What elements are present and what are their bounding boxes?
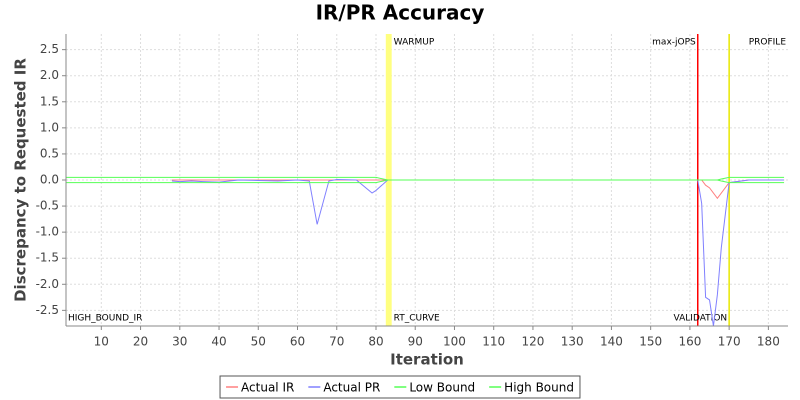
x-tick-label: 130 [561, 335, 584, 349]
x-tick-label: 20 [133, 335, 148, 349]
x-tick-label: 60 [290, 335, 305, 349]
x-axis-label: Iteration [390, 351, 464, 369]
legend-label: High Bound [504, 381, 574, 395]
x-tick-label: 10 [94, 335, 109, 349]
legend: Actual IR Actual PR Low Bound High Bound [219, 375, 581, 399]
marker-label: VALIDATION [674, 314, 728, 324]
y-tick-label: 0.0 [40, 173, 59, 187]
marker-label: HIGH_BOUND_IR [68, 314, 142, 324]
legend-label: Actual PR [323, 381, 380, 395]
y-tick-label: -2.5 [36, 303, 59, 317]
x-tick-label: 80 [368, 335, 383, 349]
legend-label: Low Bound [409, 381, 475, 395]
y-tick-label: 1.5 [40, 94, 59, 108]
marker-label: max-jOPS [652, 38, 696, 48]
x-tick-label: 90 [408, 335, 423, 349]
x-tick-label: 170 [718, 335, 741, 349]
x-tick-label: 120 [521, 335, 544, 349]
x-tick-label: 70 [329, 335, 344, 349]
y-tick-label: -0.5 [36, 199, 59, 213]
series-line [171, 178, 785, 327]
x-tick-label: 160 [678, 335, 701, 349]
y-tick-label: 2.5 [40, 42, 59, 56]
x-tick-label: 100 [443, 335, 466, 349]
y-tick-label: -1.0 [36, 225, 59, 239]
y-axis-label: Discrepancy to Requested IR [12, 58, 30, 302]
chart-title: IR/PR Accuracy [316, 1, 485, 25]
y-tick-label: -2.0 [36, 277, 59, 291]
x-tick-label: 110 [482, 335, 505, 349]
y-tick-label: 2.0 [40, 68, 59, 82]
x-tick-label: 180 [757, 335, 780, 349]
x-tick-label: 40 [211, 335, 226, 349]
y-tick-label: -1.5 [36, 251, 59, 265]
x-tick-label: 140 [600, 335, 623, 349]
marker-label: WARMUP [394, 38, 435, 48]
x-tick-label: 150 [639, 335, 662, 349]
y-tick-label: 0.5 [40, 146, 59, 160]
series-line [66, 176, 785, 181]
legend-label: Actual IR [241, 381, 294, 395]
x-tick-label: 50 [251, 335, 266, 349]
y-tick-label: 1.0 [40, 120, 59, 134]
marker-label: PROFILE [749, 38, 787, 48]
marker-label: RT_CURVE [394, 314, 440, 324]
x-tick-label: 30 [172, 335, 187, 349]
